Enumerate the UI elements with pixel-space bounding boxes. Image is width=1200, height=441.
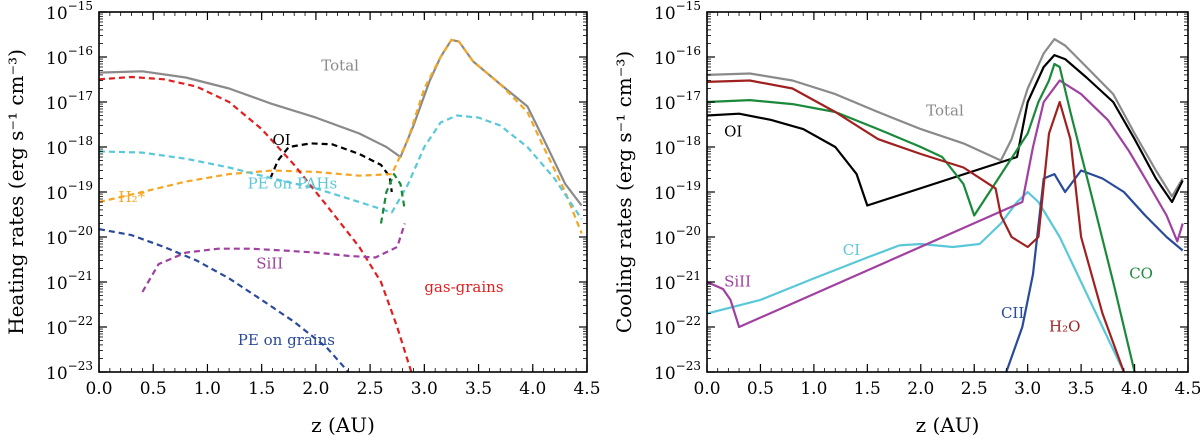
series-line-cii	[1005, 169, 1184, 372]
series-label-ci: CI	[843, 241, 860, 259]
series-label-h-o: H₂O	[1049, 317, 1080, 335]
y-tick-label: 10−17	[46, 89, 93, 114]
x-tick-label: 1.5	[854, 379, 881, 399]
heating-rates-panel: Total OI H₂* PE on PAHs gas-grains SiII PE on …	[4, 0, 601, 437]
x-tick-label: 1.0	[800, 379, 827, 399]
x-tick-label: 2.5	[357, 379, 384, 399]
series-lines	[99, 38, 583, 372]
x-tick-label: 2.0	[302, 379, 329, 399]
x-tick-label: 1.0	[194, 379, 221, 399]
series-line-oi	[269, 142, 393, 193]
series-line-ci	[707, 190, 1125, 372]
y-tick-label: 10−19	[46, 179, 93, 204]
series-label-siii: SiII	[256, 254, 283, 272]
series-line-h	[99, 38, 583, 234]
y-tick-label: 10−21	[654, 269, 701, 294]
y-tick-label: 10−20	[46, 224, 93, 249]
series-line-pe-on-pahs	[99, 114, 583, 220]
y-tick-label: 10−21	[46, 269, 93, 294]
series-line-co	[707, 62, 1136, 372]
y-axis: 10−23 10−22 10−21 10−20 10−19 10−18 10−17 10−16…	[654, 0, 1188, 384]
x-axis: 0.0 0.5 1.0 1.5 2.0 2.5 3.0 3.5 4.0 4.5	[693, 12, 1200, 399]
series-line-pe-on-grains	[99, 228, 350, 372]
series-line-h-o	[707, 79, 1125, 372]
y-tick-label: 10−16	[46, 44, 93, 69]
y-axis-label: Cooling rates (erg s⁻¹ cm⁻³)	[612, 51, 636, 333]
series-line-total	[707, 38, 1184, 198]
plot-frame	[706, 11, 1189, 373]
y-tick-label: 10−22	[46, 314, 93, 339]
series-lines	[707, 38, 1184, 372]
y-tick-label: 10−20	[654, 224, 701, 249]
series-label-pe-on-pahs: PE on PAHs	[248, 174, 338, 192]
x-tick-label: 0.5	[140, 379, 167, 399]
y-tick-label: 10−18	[46, 134, 93, 159]
x-tick-label: 4.5	[573, 379, 600, 399]
y-tick-label: 10−15	[654, 0, 701, 24]
series-label-oi: OI	[273, 131, 291, 149]
y-tick-label: 10−15	[46, 0, 93, 24]
series-label-gas-grains: gas-grains	[424, 278, 503, 296]
x-tick-label: 4.0	[1121, 379, 1148, 399]
series-line-gas-grains	[99, 75, 413, 372]
series-label-oi: OI	[724, 123, 742, 141]
x-tick-label: 0.0	[693, 379, 720, 399]
x-tick-label: 4.5	[1174, 379, 1200, 399]
x-tick-label: 3.5	[465, 379, 492, 399]
cooling-rates-panel: Total OI CI SiII CII CO H₂O 0.0 0.5 1.0 1.5 2.0 2.5 3…	[612, 0, 1200, 437]
x-tick-label: 1.5	[248, 379, 275, 399]
y-axis: 10−23 10−22 10−21 10−20 10−19 10−18 10−17 10−16…	[46, 0, 587, 384]
series-line-siii	[141, 223, 406, 293]
series-label-co: CO	[1129, 264, 1153, 282]
x-tick-label: 0.0	[85, 379, 112, 399]
x-axis: 0.0 0.5 1.0 1.5 2.0 2.5 3.0 3.5 4.0 4.5	[85, 12, 601, 399]
series-line-siii	[707, 79, 1184, 329]
x-tick-label: 3.0	[411, 379, 438, 399]
series-line-total	[99, 38, 583, 207]
y-axis-label: Heating rates (erg s⁻¹ cm⁻³)	[4, 49, 28, 335]
series-line-oi	[707, 54, 1184, 207]
y-tick-label: 10−18	[654, 134, 701, 159]
x-tick-label: 3.5	[1068, 379, 1095, 399]
series-label-total: Total	[926, 102, 964, 120]
x-axis-label: z (AU)	[916, 413, 980, 437]
x-axis-label: z (AU)	[311, 413, 375, 437]
series-label-siii: SiII	[724, 272, 751, 290]
x-tick-label: 3.0	[1014, 379, 1041, 399]
x-tick-label: 2.5	[961, 379, 988, 399]
x-tick-label: 2.0	[907, 379, 934, 399]
series-label-cii: CII	[1001, 304, 1024, 322]
series-line-unlabeled	[379, 173, 406, 224]
y-tick-label: 10−19	[654, 179, 701, 204]
x-tick-label: 4.0	[519, 379, 546, 399]
series-label-h: H₂*	[119, 188, 146, 206]
y-tick-label: 10−23	[46, 359, 93, 384]
y-tick-label: 10−17	[654, 89, 701, 114]
x-tick-label: 0.5	[747, 379, 774, 399]
series-label-pe-on-grains: PE on grains	[238, 331, 335, 349]
y-tick-label: 10−23	[654, 359, 701, 384]
y-tick-label: 10−16	[654, 44, 701, 69]
series-label-total: Total	[321, 57, 359, 75]
y-tick-label: 10−22	[654, 314, 701, 339]
